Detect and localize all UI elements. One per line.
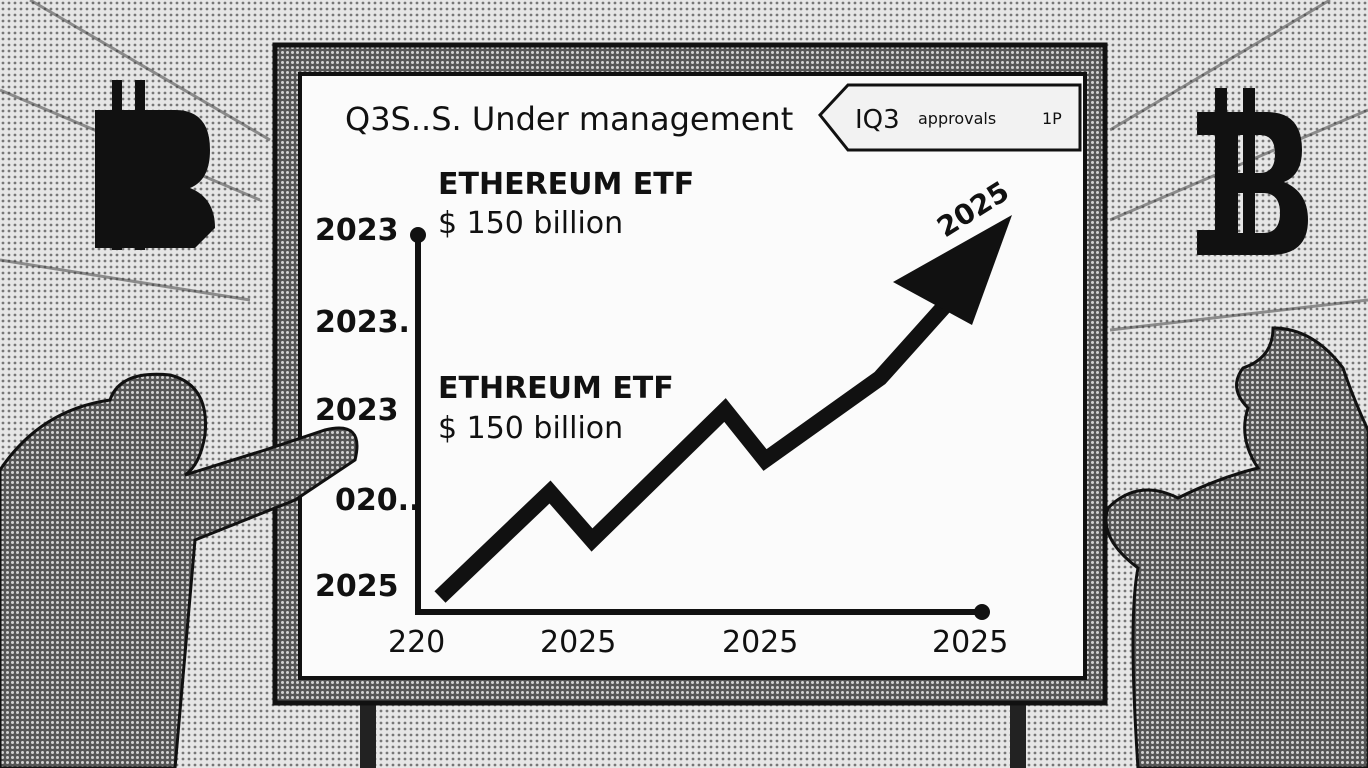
trend-line [434,294,956,603]
y-label: 2023 [315,393,399,428]
board-title: Q3S..S. Under management [345,100,793,138]
y-label: 2025 [315,569,399,604]
axis-end [974,604,990,620]
callout-amount: $ 150 billion [438,411,623,446]
axes [415,235,982,615]
bitcoin-icon [95,80,215,250]
speed-lines [0,0,1368,332]
trend-arrowhead [893,215,1012,325]
tag-suffix: 1P [1042,109,1062,128]
y-label: 2023 [315,213,399,248]
board-leg [1010,690,1026,768]
x-label: 2025 [932,625,1008,660]
callout-amount: $ 150 billion [438,206,623,241]
axis-end [410,227,426,243]
board-leg [360,690,376,768]
bitcoin-icon [1197,88,1308,255]
tag-shape [818,83,1082,152]
tag-main: IQ3 [855,105,900,135]
person-right [1104,326,1368,768]
person-left [0,372,359,768]
x-label: 2025 [540,625,616,660]
x-label: 220 [388,625,445,660]
board-surface [298,72,1087,680]
callout-heading: ETHREUM ETF [438,371,674,406]
x-label: 2025 [722,625,798,660]
y-label: 020.. [335,483,420,518]
tag-text: approvals [918,109,996,128]
callout-heading: ETHEREUM ETF [438,167,694,202]
y-label: 2023. [315,305,410,340]
